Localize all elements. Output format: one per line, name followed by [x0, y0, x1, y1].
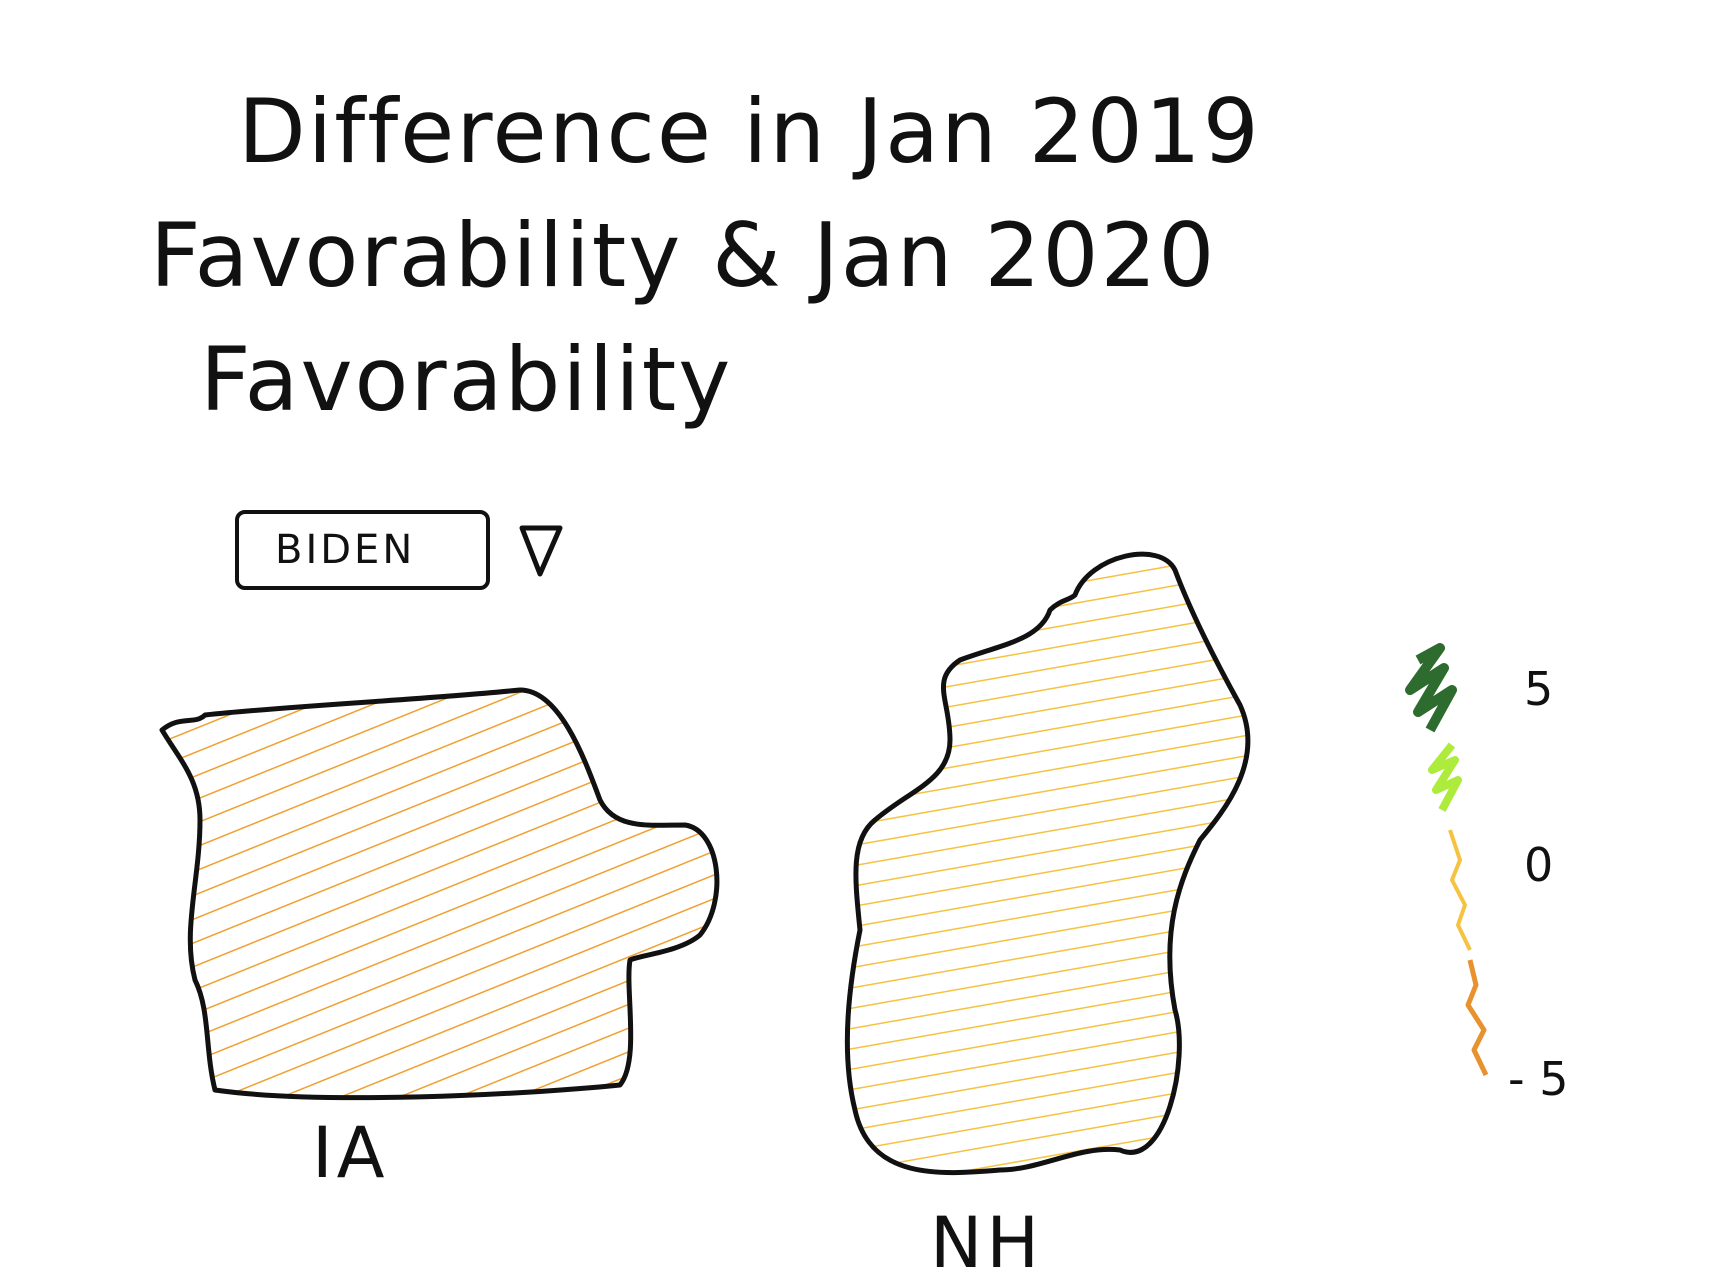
chart-title: Difference in Jan 2019 Favorability & Ja… [150, 70, 1550, 442]
legend-tick-max: 5 [1524, 662, 1554, 716]
candidate-dropdown[interactable]: BIDEN [235, 510, 490, 590]
legend-colorbar [1405, 643, 1489, 1077]
state-label-ia: IA [312, 1112, 389, 1194]
triangle-down-icon[interactable] [516, 522, 566, 578]
title-line-3: Favorability [200, 328, 733, 431]
state-label-nh: NH [930, 1202, 1043, 1284]
title-line-2: Favorability & Jan 2020 [150, 204, 1217, 307]
legend-swatch-yellow [1448, 829, 1472, 951]
legend-tick-zero: 0 [1524, 838, 1554, 892]
title-line-1: Difference in Jan 2019 [238, 80, 1261, 183]
legend-tick-min: - 5 [1508, 1052, 1569, 1106]
state-nh[interactable] [844, 551, 1251, 1176]
candidate-dropdown-value: BIDEN [275, 527, 416, 573]
legend-swatch-light-green [1428, 742, 1462, 812]
state-ia[interactable] [159, 687, 720, 1101]
legend-swatch-dark-green [1405, 643, 1457, 733]
legend-swatch-orange [1465, 959, 1489, 1077]
